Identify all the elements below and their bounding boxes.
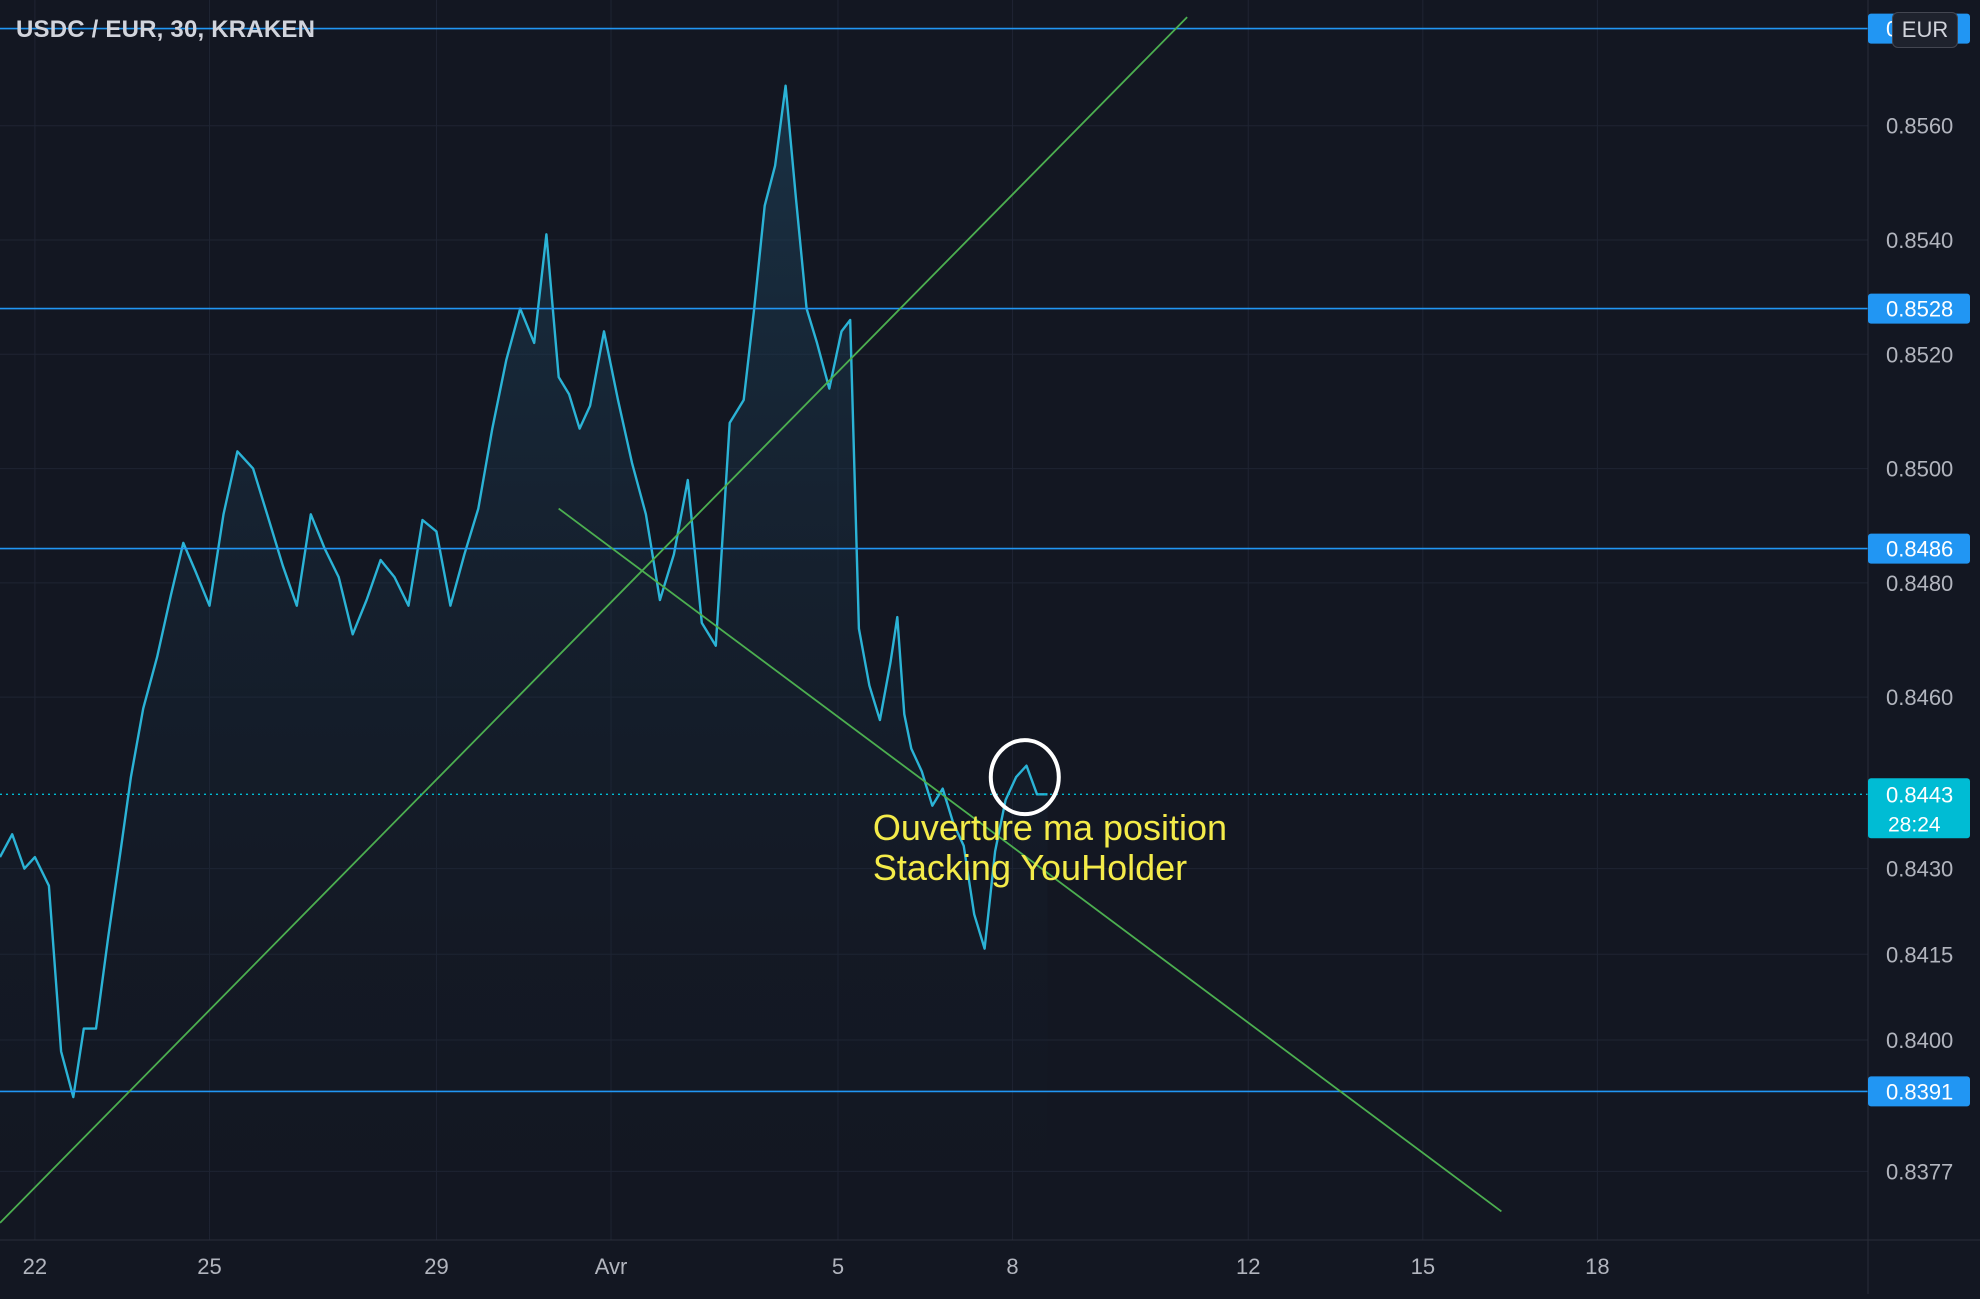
currency-button[interactable]: EUR xyxy=(1892,12,1958,48)
y-tick-label: 0.8500 xyxy=(1886,457,1953,482)
x-tick-label: 22 xyxy=(23,1254,47,1279)
x-tick-label: Avr xyxy=(595,1254,628,1279)
level-price-label: 0.8528 xyxy=(1886,297,1953,322)
chart-title: USDC / EUR, 30, KRAKEN xyxy=(16,16,315,44)
x-tick-label: 5 xyxy=(832,1254,844,1279)
level-price-label: 0.8486 xyxy=(1886,537,1953,562)
y-tick-label: 0.8480 xyxy=(1886,571,1953,596)
x-tick-label: 12 xyxy=(1236,1254,1260,1279)
x-tick-label: 15 xyxy=(1411,1254,1435,1279)
level-price-label: 0.8391 xyxy=(1886,1079,1953,1104)
x-tick-label: 25 xyxy=(197,1254,221,1279)
y-tick-label: 0.8430 xyxy=(1886,857,1953,882)
current-price-label: 0.8443 xyxy=(1886,782,1953,807)
y-tick-label: 0.8540 xyxy=(1886,228,1953,253)
y-tick-label: 0.8400 xyxy=(1886,1028,1953,1053)
x-tick-label: 29 xyxy=(424,1254,448,1279)
x-tick-label: 18 xyxy=(1585,1254,1609,1279)
y-tick-label: 0.8377 xyxy=(1886,1159,1953,1184)
x-tick-label: 8 xyxy=(1006,1254,1018,1279)
bar-countdown-label: 28:24 xyxy=(1888,813,1941,836)
annotation-text: Stacking YouHolder xyxy=(873,847,1187,888)
y-tick-label: 0.8415 xyxy=(1886,942,1953,967)
y-tick-label: 0.8460 xyxy=(1886,685,1953,710)
y-tick-label: 0.8520 xyxy=(1886,342,1953,367)
annotation-text: Ouverture ma position xyxy=(873,807,1227,848)
y-tick-label: 0.8560 xyxy=(1886,114,1953,139)
